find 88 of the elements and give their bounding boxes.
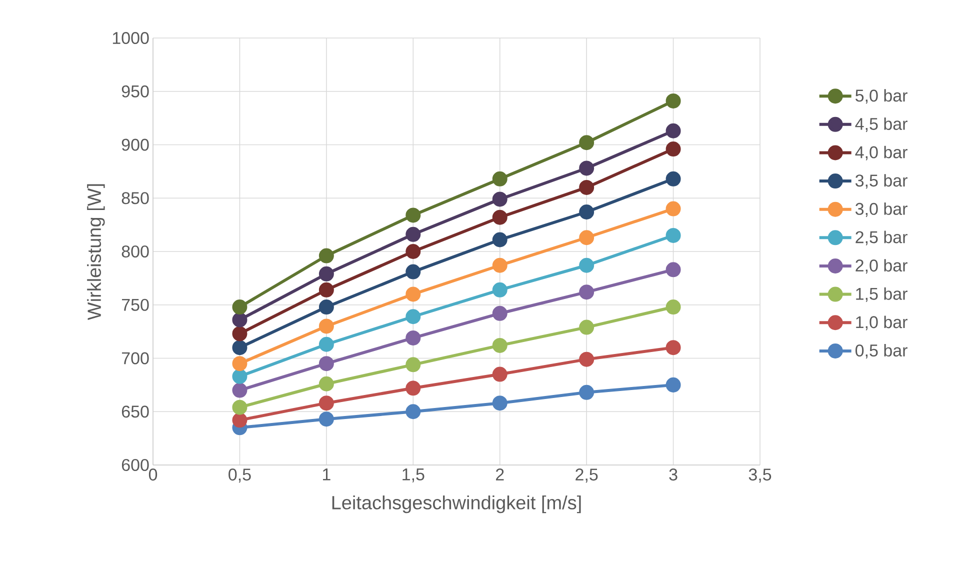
point: [406, 244, 421, 259]
legend-label: 3,5 bar: [855, 174, 908, 189]
point: [666, 93, 681, 108]
y-tick-label: 900: [122, 138, 149, 151]
point: [232, 412, 248, 428]
x-tick-label: 1: [323, 468, 330, 480]
legend-label: 4,0 bar: [855, 146, 908, 160]
point: [666, 123, 681, 138]
point: [492, 338, 508, 353]
point: [579, 384, 594, 400]
point: [666, 377, 681, 392]
point: [492, 210, 508, 225]
legend-label: 5,0 bar: [856, 89, 908, 104]
legend-label: 2,5 bar: [856, 230, 908, 246]
point: [666, 300, 681, 315]
legend-label: 1,5 bar: [856, 287, 908, 302]
point: [666, 142, 681, 157]
legend-label: 1,0 bar: [856, 316, 908, 330]
point: [318, 376, 334, 392]
x-tick-label: 1,5: [402, 468, 424, 482]
point: [492, 306, 508, 321]
point: [492, 192, 508, 207]
point: [232, 340, 248, 356]
y-axis-title: Wirkleistung [W]: [87, 184, 105, 320]
point: [232, 300, 248, 315]
point: [492, 258, 508, 273]
point: [492, 366, 508, 382]
point: [579, 135, 594, 150]
point: [318, 356, 334, 372]
point: [232, 312, 248, 328]
point: [492, 232, 508, 248]
point: [232, 400, 248, 415]
point: [579, 258, 594, 273]
point: [406, 208, 421, 223]
point: [666, 201, 681, 216]
point: [579, 180, 594, 195]
legend-label: 2,0 bar: [856, 259, 908, 274]
point: [232, 326, 248, 342]
point: [318, 300, 334, 315]
point: [406, 357, 421, 372]
x-tick-label: 3: [669, 468, 678, 481]
x-tick-label: 3,5: [748, 468, 772, 483]
point: [232, 356, 248, 372]
x-tick-label: 0,5: [228, 468, 251, 483]
point: [666, 340, 681, 356]
x-tick-label: 2,5: [576, 468, 598, 483]
point: [492, 396, 508, 411]
point: [579, 320, 594, 335]
x-axis-title: Leitachsgeschwindigkeit [m/s]: [332, 495, 581, 514]
point: [318, 248, 334, 264]
point: [318, 318, 334, 334]
point: [318, 336, 334, 352]
point: [318, 282, 334, 298]
point: [666, 228, 681, 243]
y-tick-label: 800: [122, 245, 149, 258]
point: [406, 330, 421, 346]
point: [318, 266, 334, 282]
legend-label: 3,0 bar: [855, 202, 908, 217]
point: [579, 284, 594, 300]
y-tick-label: 1000: [112, 32, 149, 44]
x-tick-label: 0: [148, 468, 158, 481]
point: [318, 412, 334, 427]
legend-label: 4,5 bar: [855, 118, 908, 132]
point: [406, 309, 421, 324]
point: [579, 160, 594, 176]
y-tick-label: 750: [122, 298, 149, 311]
point: [406, 264, 421, 280]
point: [232, 368, 248, 384]
y-tick-label: 600: [122, 458, 149, 472]
point: [579, 230, 594, 246]
point: [406, 226, 421, 242]
point: [492, 282, 508, 298]
point: [318, 396, 334, 411]
point: [579, 204, 594, 220]
y-tick-label: 950: [122, 85, 149, 98]
y-tick-label: 700: [122, 352, 149, 364]
point: [406, 380, 421, 396]
point: [406, 404, 421, 420]
point: [579, 352, 594, 367]
point: [666, 171, 681, 186]
legend-label: 0,5 bar: [855, 344, 908, 359]
point: [232, 382, 248, 398]
point: [406, 286, 421, 302]
x-tick-label: 2: [496, 468, 504, 480]
y-tick-label: 850: [122, 192, 149, 204]
y-tick-label: 650: [122, 406, 149, 418]
point: [666, 262, 681, 278]
point: [492, 171, 508, 186]
